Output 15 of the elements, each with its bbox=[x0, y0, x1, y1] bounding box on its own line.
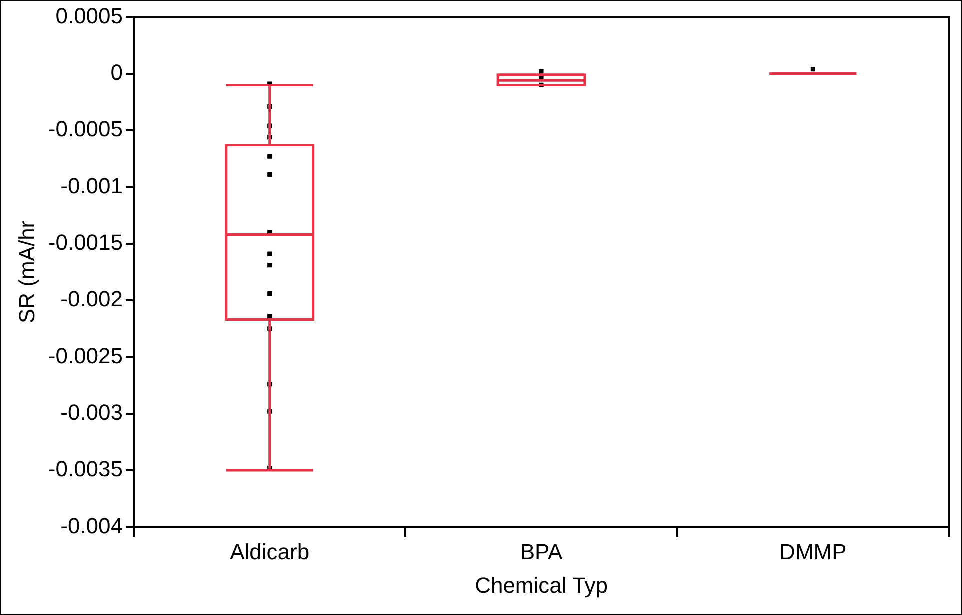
y-tick-label: -0.0015 bbox=[48, 230, 124, 255]
x-tick-label: BPA bbox=[520, 539, 564, 564]
y-tick-label: -0.004 bbox=[60, 513, 124, 538]
y-tick-label: 0 bbox=[110, 60, 124, 85]
y-tick-label: 0.0005 bbox=[56, 3, 124, 28]
y-tick-label: -0.001 bbox=[60, 173, 124, 198]
y-tick-label: -0.0025 bbox=[48, 343, 124, 368]
y-tick-label: -0.003 bbox=[60, 400, 124, 425]
x-axis-title: Chemical Typ bbox=[475, 572, 608, 598]
y-tick-label: -0.0005 bbox=[48, 116, 124, 142]
y-tick-label: -0.0035 bbox=[48, 456, 124, 482]
y-axis-title: SR (mA/hr bbox=[14, 220, 40, 324]
x-tick-label: DMMP bbox=[780, 539, 847, 564]
x-tick-label: Aldicarb bbox=[230, 539, 310, 564]
y-tick-label: -0.002 bbox=[60, 286, 124, 312]
